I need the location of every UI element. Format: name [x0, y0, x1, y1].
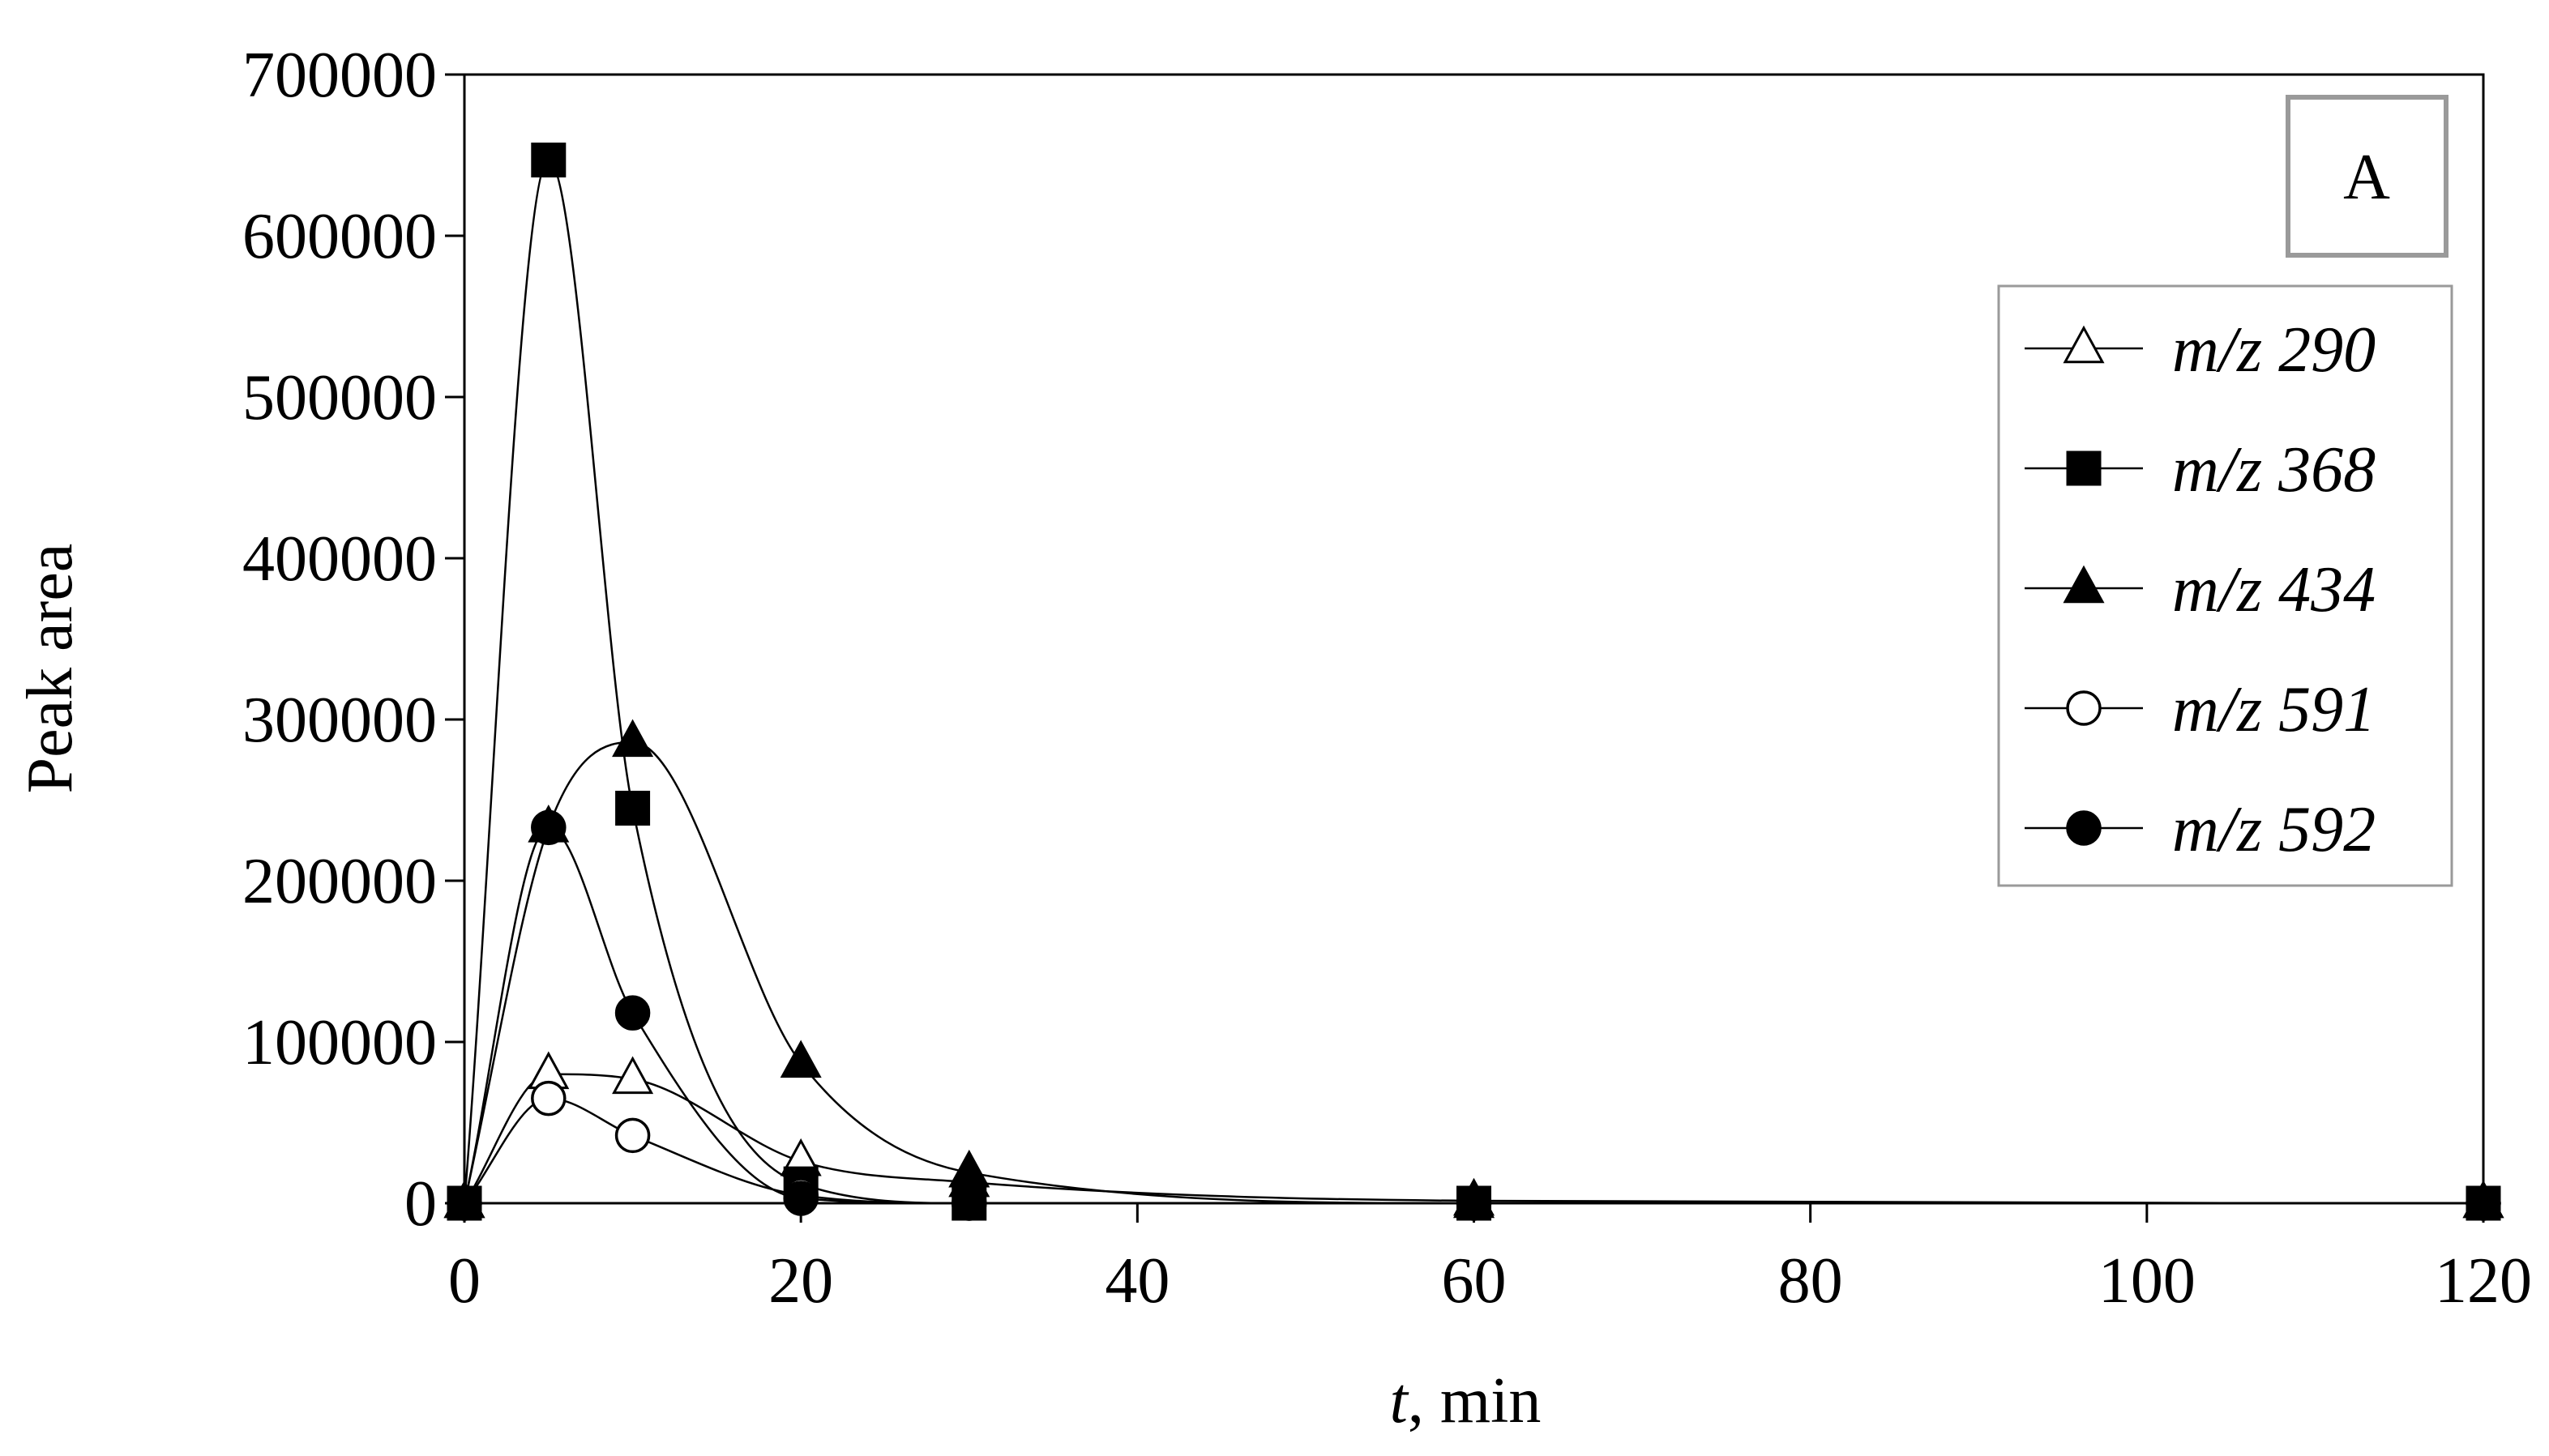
- panel-label-frame: [2286, 95, 2448, 258]
- legend-label: m/z 290: [2172, 314, 2376, 386]
- y-axis-title: Peak area: [15, 544, 86, 794]
- x-axis-title-variable: t: [1390, 1365, 1409, 1437]
- y-tick-label: 600000: [242, 201, 437, 272]
- legend-label: m/z 592: [2172, 794, 2376, 865]
- series-point-1: [615, 790, 651, 826]
- axis-ticks: 0 100000 200000 300000 400000 500000 600000 700…: [242, 40, 2532, 1317]
- y-tick-label: 700000: [242, 40, 437, 111]
- legend-marker: [2063, 565, 2105, 604]
- x-tick-label: 20: [768, 1245, 833, 1317]
- legend-label: m/z 591: [2172, 674, 2376, 745]
- x-tick-label: 60: [1442, 1245, 1507, 1317]
- x-tick-label: 100: [2098, 1245, 2196, 1317]
- x-axis-title-unit: , min: [1408, 1365, 1541, 1437]
- y-tick-label: 0: [404, 1168, 437, 1240]
- x-tick-label: 80: [1778, 1245, 1843, 1317]
- legend-label: m/z 368: [2172, 434, 2376, 506]
- legend-marker: [2063, 325, 2105, 364]
- y-tick-label: 100000: [242, 1007, 437, 1078]
- series-point-0: [612, 1056, 654, 1095]
- x-tick-label: 0: [448, 1245, 481, 1317]
- series-point-4: [531, 809, 567, 846]
- series-point-1: [531, 142, 567, 177]
- legend-label: m/z 434: [2172, 554, 2376, 626]
- series-point-2: [780, 1040, 822, 1078]
- legend-marker: [2066, 690, 2102, 726]
- series-point-3: [614, 1117, 651, 1154]
- series-point-4: [952, 1185, 987, 1221]
- y-tick-label: 500000: [242, 362, 437, 433]
- x-axis-title: t, min: [1390, 1365, 1542, 1437]
- y-tick-label: 200000: [242, 846, 437, 917]
- legend-marker: [2066, 450, 2102, 486]
- y-tick-label: 400000: [242, 523, 437, 595]
- panel-label-box: A: [2286, 95, 2448, 258]
- legend: m/z 290 m/z 368 m/z 434 m/z 591 m/z 592: [1997, 284, 2453, 887]
- y-tick-label: 300000: [242, 685, 437, 756]
- x-tick-label: 120: [2435, 1245, 2532, 1317]
- legend-marker: [2066, 810, 2102, 846]
- x-tick-label: 40: [1105, 1245, 1170, 1317]
- series-point-4: [614, 995, 651, 1031]
- series-point-2: [612, 719, 654, 758]
- panel-label: A: [2343, 142, 2390, 213]
- series-point-3: [531, 1080, 567, 1117]
